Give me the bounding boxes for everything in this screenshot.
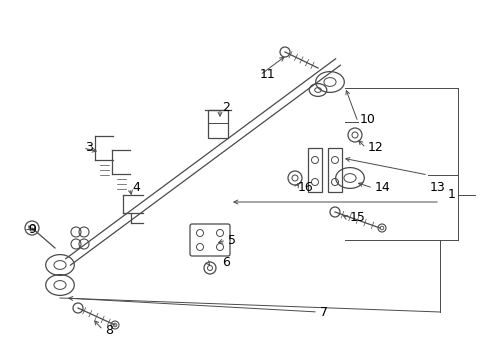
- Text: 2: 2: [222, 102, 229, 114]
- Bar: [327, 148, 341, 192]
- Text: 3: 3: [85, 141, 93, 154]
- Text: 12: 12: [367, 141, 383, 154]
- Text: 8: 8: [105, 324, 113, 337]
- Text: 11: 11: [260, 68, 275, 81]
- Text: 7: 7: [319, 306, 327, 319]
- Text: 14: 14: [374, 181, 390, 194]
- Text: 6: 6: [222, 256, 229, 270]
- Text: 13: 13: [429, 181, 445, 194]
- Text: 15: 15: [349, 211, 365, 225]
- Text: 10: 10: [359, 113, 375, 126]
- Text: 9: 9: [28, 224, 36, 237]
- Bar: [307, 148, 321, 192]
- Text: 5: 5: [227, 234, 236, 247]
- Text: 1: 1: [447, 189, 455, 202]
- Bar: [207, 110, 227, 138]
- Text: 16: 16: [297, 181, 313, 194]
- Text: 4: 4: [132, 181, 140, 194]
